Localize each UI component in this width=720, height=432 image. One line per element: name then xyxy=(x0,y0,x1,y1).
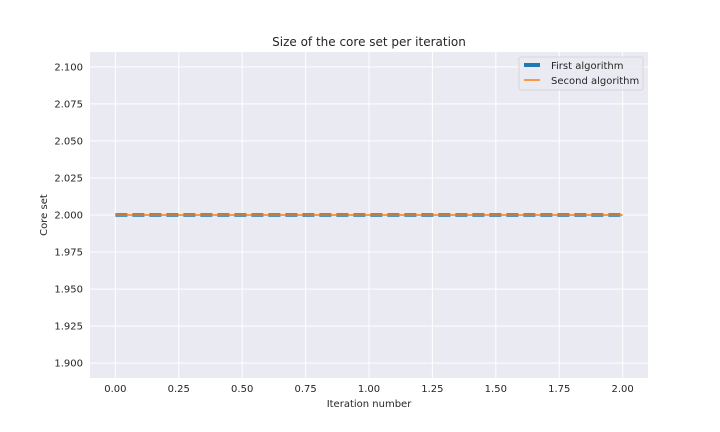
y-ticks: 1.900 1.925 1.950 1.975 2.000 2.025 2.050 2.075… xyxy=(54,62,83,369)
legend-label-first-algorithm: First algorithm xyxy=(551,61,624,72)
y-tick-label: 2.050 xyxy=(54,136,83,147)
x-tick-label: 1.00 xyxy=(358,384,380,395)
x-tick-label: 0.25 xyxy=(168,384,190,395)
x-tick-label: 2.00 xyxy=(612,384,634,395)
x-tick-label: 1.50 xyxy=(485,384,507,395)
legend-label-second-algorithm: Second algorithm xyxy=(551,76,639,87)
x-tick-label: 1.25 xyxy=(421,384,443,395)
y-tick-label: 2.100 xyxy=(54,62,83,73)
y-tick-label: 1.900 xyxy=(54,359,83,370)
y-tick-label: 1.950 xyxy=(54,285,83,296)
x-tick-label: 0.50 xyxy=(231,384,253,395)
legend: First algorithm Second algorithm xyxy=(518,56,644,91)
x-tick-label: 1.75 xyxy=(548,384,570,395)
x-axis-label: Iteration number xyxy=(327,399,413,410)
y-tick-label: 2.025 xyxy=(54,173,83,184)
x-tick-label: 0.00 xyxy=(104,384,126,395)
legend-box xyxy=(518,56,644,91)
x-ticks: 0.00 0.25 0.50 0.75 1.00 1.25 1.50 1.75 2.00 xyxy=(104,384,634,395)
y-tick-label: 2.000 xyxy=(54,211,83,222)
y-tick-label: 1.925 xyxy=(54,322,83,333)
y-tick-label: 1.975 xyxy=(54,248,83,259)
y-tick-label: 2.075 xyxy=(54,99,83,110)
x-tick-label: 0.75 xyxy=(294,384,316,395)
chart-title: Size of the core set per iteration xyxy=(272,35,466,49)
y-axis-label: Core set xyxy=(39,194,50,236)
